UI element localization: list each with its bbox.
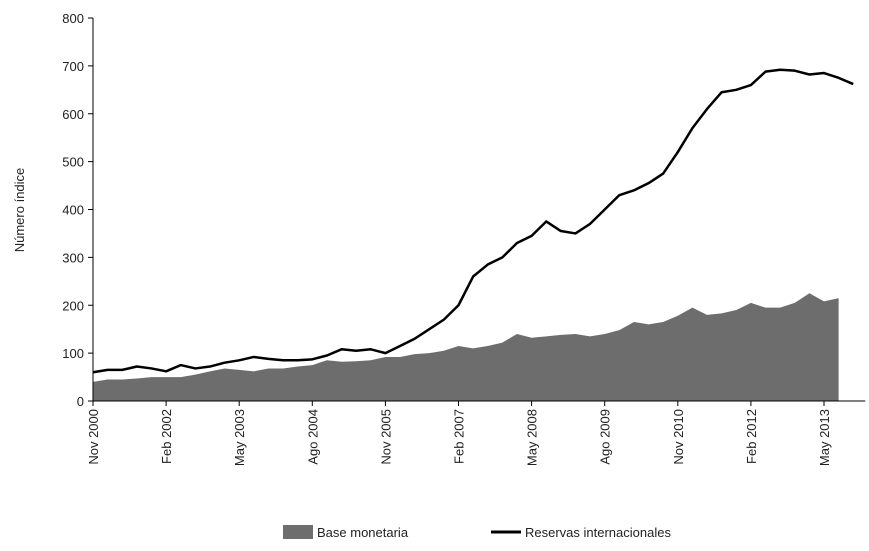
legend-label: Base monetaria (317, 525, 409, 540)
y-tick-label: 0 (77, 394, 84, 409)
line (92, 68, 854, 374)
area (93, 293, 839, 401)
x-tick-label: Nov 2010 (671, 409, 686, 465)
x-tick-label: May 2008 (525, 409, 540, 466)
x-tick-label: Ago 2004 (305, 409, 320, 465)
y-tick-label: 800 (62, 11, 84, 26)
y-tick-label: 400 (62, 203, 84, 218)
y-tick-label: 300 (62, 250, 84, 265)
x-tick-label: May 2013 (817, 409, 832, 466)
x-tick-label: Feb 2007 (452, 409, 467, 464)
legend-label: Reservas internacionales (525, 525, 671, 540)
y-tick-label: 600 (62, 107, 84, 122)
y-tick-label: 700 (62, 59, 84, 74)
y-tick-label: 100 (62, 346, 84, 361)
x-tick-label: Feb 2012 (744, 409, 759, 464)
y-axis-label: Número índice (12, 168, 27, 253)
y-tick-label: 500 (62, 155, 84, 170)
y-tick-label: 200 (62, 298, 84, 313)
x-tick-label: Ago 2009 (598, 409, 613, 465)
x-tick-label: May 2003 (232, 409, 247, 466)
x-tick-label: Nov 2005 (378, 409, 393, 465)
x-tick-label: Feb 2002 (159, 409, 174, 464)
x-tick-label: Nov 2000 (86, 409, 101, 465)
legend-swatch (283, 525, 313, 539)
